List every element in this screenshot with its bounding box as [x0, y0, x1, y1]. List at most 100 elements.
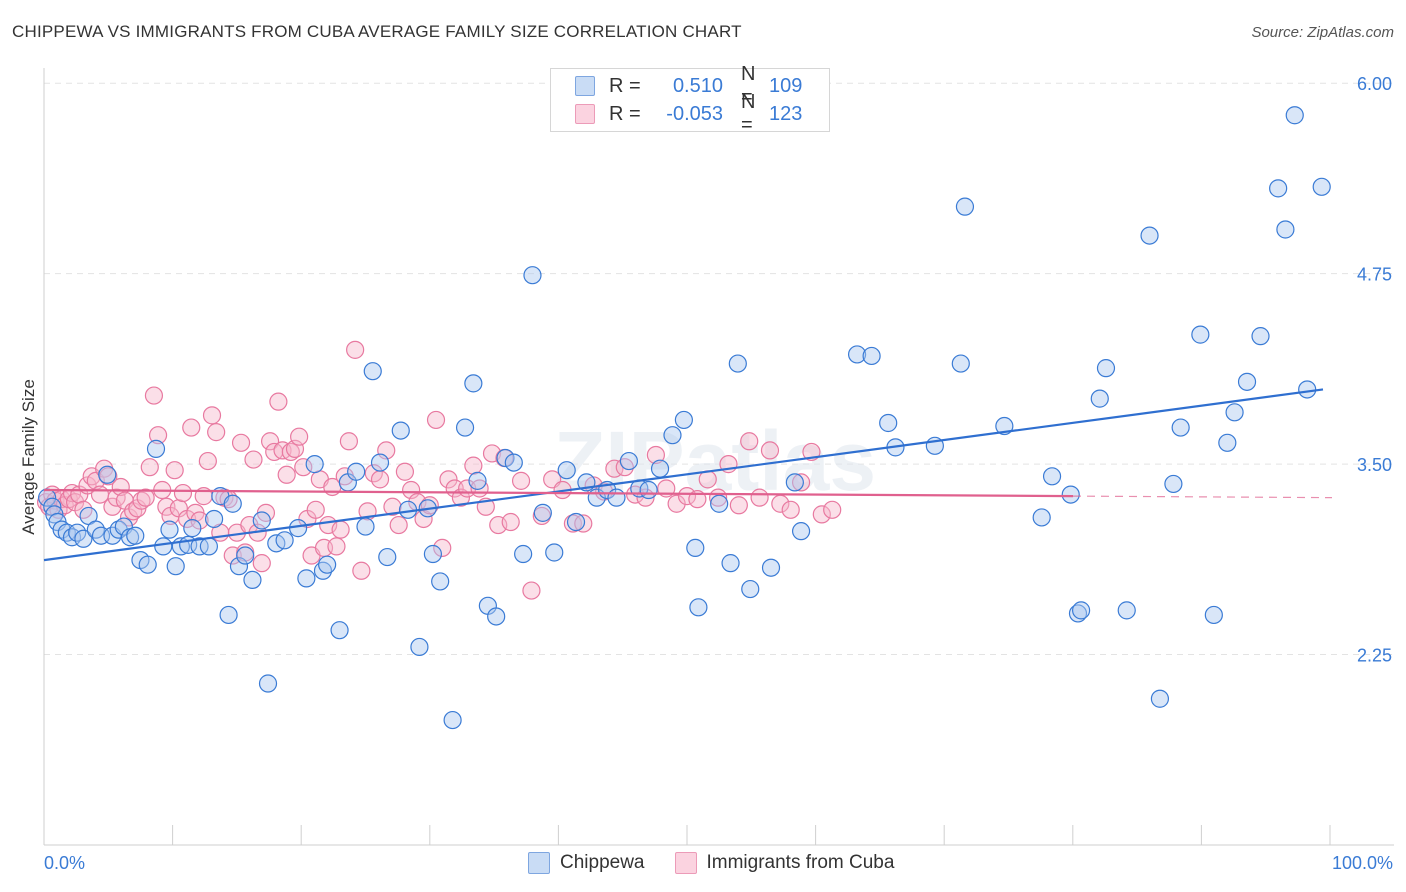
cuba-point	[740, 432, 759, 451]
cuba-point	[190, 511, 209, 530]
chippewa-point	[1164, 474, 1183, 494]
n-label: N =	[741, 91, 756, 136]
cuba-point	[244, 450, 263, 469]
cuba-point	[760, 441, 780, 460]
x-tick-label: 0.0%	[44, 853, 85, 873]
chippewa-point	[487, 607, 506, 626]
cuba-point	[165, 461, 184, 480]
legend-row-chippewa: R = 0.510 N = 109	[575, 63, 803, 108]
chippewa-point	[741, 579, 760, 599]
cuba-trend-extension	[1072, 495, 1333, 499]
chippewa-point	[160, 520, 179, 539]
y-axis-label: Average Family Size	[19, 379, 38, 535]
source-credit: Source: ZipAtlas.com	[1251, 24, 1394, 41]
y-tick-label: 4.75	[1357, 265, 1392, 285]
cuba-point	[260, 432, 280, 451]
legend-swatch-blue	[575, 76, 595, 96]
chippewa-point	[1191, 325, 1210, 344]
chippewa-point	[204, 509, 224, 529]
chippewa-point	[199, 537, 218, 556]
legend-row-cuba: R = -0.053 N = 123	[575, 91, 803, 136]
chippewa-point	[1061, 485, 1080, 504]
chippewa-point	[275, 531, 294, 550]
chippewa-point	[98, 465, 117, 484]
chippewa-point	[557, 461, 576, 480]
cuba-point	[791, 473, 811, 492]
chippewa-point	[347, 462, 366, 481]
chippewa-point	[663, 426, 682, 445]
axes	[43, 68, 1394, 846]
correlation-legend: R = 0.510 N = 109 R = -0.053 N = 123	[550, 63, 830, 136]
chart-title: CHIPPEWA VS IMMIGRANTS FROM CUBA AVERAGE…	[12, 22, 742, 41]
chippewa-point	[1204, 605, 1223, 625]
chippewa-point	[1237, 372, 1257, 391]
chippewa-point	[138, 555, 157, 574]
chippewa-point	[879, 413, 898, 433]
cuba-point	[574, 514, 593, 533]
chippewa-point	[126, 526, 145, 545]
cuba-point	[136, 488, 155, 507]
trend-lines	[43, 388, 1333, 562]
chippewa-point	[223, 494, 242, 513]
chippewa-point	[504, 453, 523, 472]
chippewa-trend-line	[43, 388, 1324, 562]
chippewa-point	[728, 354, 747, 373]
cuba-point	[231, 433, 251, 452]
chippewa-point	[318, 555, 337, 574]
cuba-point	[395, 462, 415, 481]
legend-label: Immigrants from Cuba	[706, 852, 895, 873]
chippewa-point	[1117, 601, 1136, 620]
chippewa-point	[674, 410, 693, 430]
chippewa-point	[166, 557, 185, 576]
n-value: 123	[769, 102, 803, 125]
cuba-point	[294, 458, 313, 477]
chippewa-point	[1269, 179, 1288, 198]
r-label: R =	[609, 102, 641, 125]
x-tick-label: 100.0%	[1332, 853, 1393, 873]
chippewa-point	[1225, 403, 1244, 422]
cuba-point	[198, 451, 217, 471]
chippewa-point	[243, 570, 262, 590]
cuba-point	[140, 458, 159, 477]
cuba-point	[823, 500, 842, 519]
n-value: 109	[769, 74, 803, 97]
chippewa-point	[1171, 418, 1190, 437]
legend-swatch-pink	[575, 104, 595, 124]
cuba-point	[729, 496, 748, 515]
cuba-point	[781, 500, 800, 519]
chippewa-point	[951, 354, 970, 373]
chippewa-point	[721, 554, 740, 573]
chippewa-point	[363, 362, 382, 381]
chippewa-point	[219, 605, 238, 625]
chippewa-point	[468, 471, 487, 490]
cuba-point	[501, 512, 520, 532]
chippewa-point	[862, 346, 881, 366]
cuba-point	[812, 505, 831, 524]
chippewa-point	[1032, 508, 1051, 527]
legend-swatch-pink	[674, 852, 697, 874]
legend-item-cuba: Immigrants from Cuba	[674, 852, 895, 874]
chippewa-point	[146, 439, 166, 458]
cuba-point	[433, 538, 452, 558]
cuba-point	[269, 392, 288, 411]
chippewa-point	[423, 544, 443, 564]
chippewa-point	[995, 416, 1014, 436]
chippewa-point	[689, 598, 708, 617]
chippewa-point	[464, 374, 483, 393]
cuba-point	[426, 410, 446, 430]
legend-label: Chippewa	[560, 852, 645, 873]
r-label: R =	[609, 74, 641, 97]
cuba-point	[352, 561, 371, 580]
legend-item-chippewa: Chippewa	[528, 852, 645, 874]
cuba-point	[511, 471, 531, 490]
chippewa-point	[443, 710, 462, 730]
chippewa-point	[455, 418, 475, 437]
chippewa-point	[183, 519, 202, 538]
cuba-point	[383, 497, 402, 516]
chippewa-point	[190, 537, 209, 556]
chippewa-point	[288, 519, 308, 538]
chippewa-point	[154, 537, 173, 556]
chippewa-point	[236, 546, 255, 565]
chippewa-point	[1251, 327, 1270, 346]
chippewa-point	[1042, 467, 1062, 486]
